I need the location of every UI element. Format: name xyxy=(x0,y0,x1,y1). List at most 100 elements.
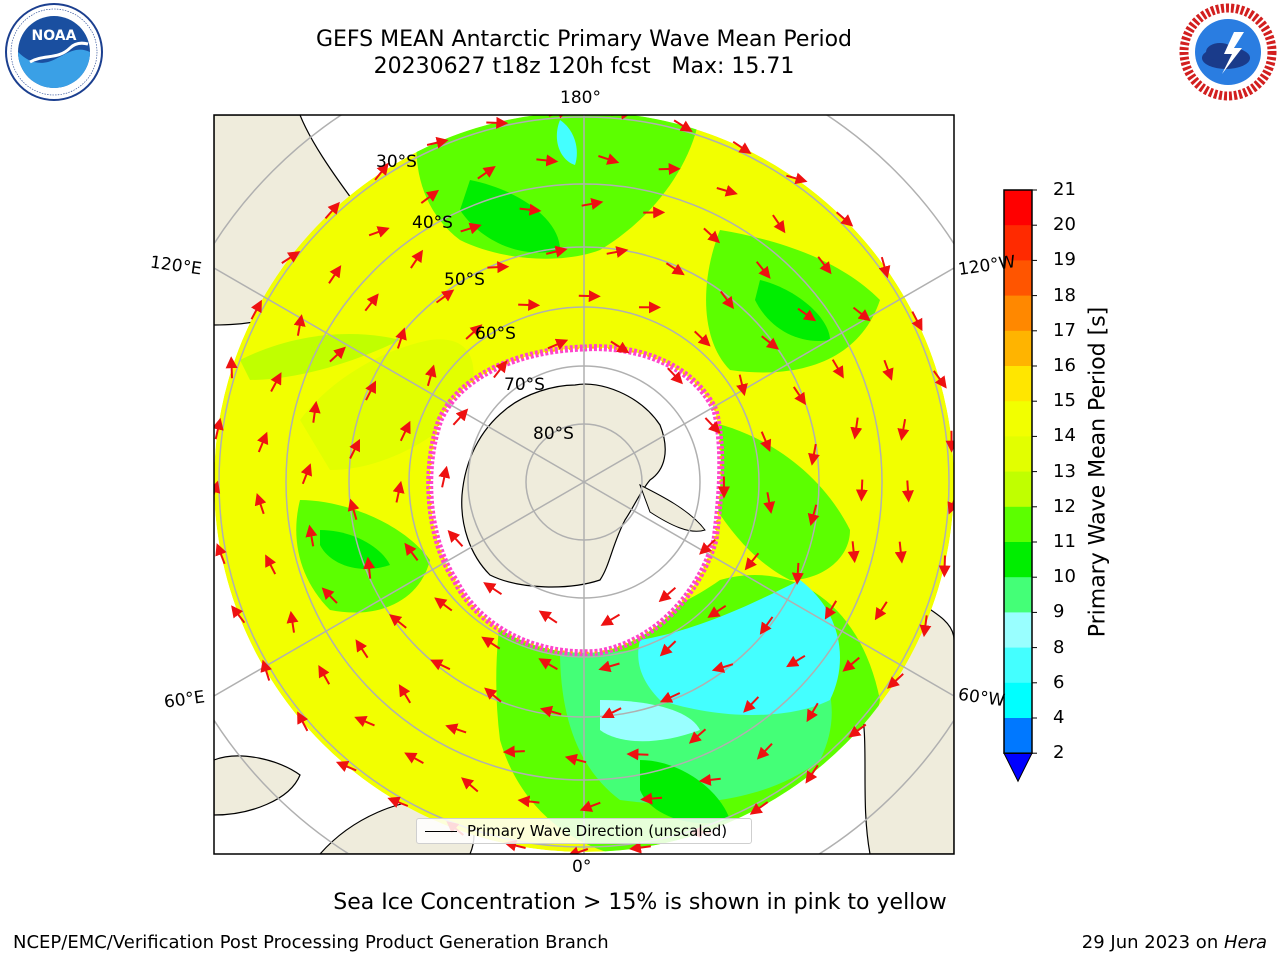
wave-direction-arrow xyxy=(626,748,649,761)
wave-direction-arrow xyxy=(347,498,360,520)
wave-direction-arrow xyxy=(410,249,424,269)
colorbar-segment-12-13 xyxy=(1004,471,1032,508)
colorbar-segment-9-10 xyxy=(1004,577,1032,613)
wave-direction-arrow xyxy=(659,691,681,703)
wave-direction-arrow xyxy=(484,687,502,703)
wave-direction-arrow xyxy=(404,542,419,562)
sea-ice-caption: Sea Ice Concentration > 15% is shown in … xyxy=(333,890,947,915)
wave-direction-arrow xyxy=(808,443,820,466)
colorbar-tick-17: 17 xyxy=(1053,319,1076,341)
wave-direction-arrow xyxy=(387,796,409,808)
wave-direction-arrow xyxy=(517,795,540,808)
wave-direction-arrow xyxy=(610,340,630,354)
lat-label-40s: 40°S xyxy=(412,213,453,233)
wave-direction-arrow xyxy=(894,541,907,564)
lat-label-30s: 30°S xyxy=(376,152,417,172)
chart-title: GEFS MEAN Antarctic Primary Wave Mean Pe… xyxy=(315,27,853,52)
footer-date: 29 Jun 2023 on Hera xyxy=(1082,932,1267,953)
wave-direction-arrow xyxy=(447,529,464,547)
wave-direction-arrow xyxy=(518,298,541,311)
wave-direction-arrow xyxy=(601,707,622,719)
wave-direction-arrow xyxy=(250,299,262,320)
wave-direction-arrow xyxy=(539,705,562,718)
wave-direction-arrow xyxy=(354,715,375,728)
colorbar-segment-2-4 xyxy=(1004,718,1032,754)
colorbar-tick-6: 6 xyxy=(1053,671,1065,693)
colorbar-segment-13-14 xyxy=(1004,436,1032,473)
wave-direction-arrow xyxy=(368,226,390,238)
wave-direction-arrow xyxy=(305,524,318,547)
wave-direction-arrow xyxy=(538,658,558,671)
wave-direction-arrow xyxy=(707,604,727,618)
wave-direction-arrow xyxy=(805,764,819,784)
wave-direction-arrow xyxy=(389,614,407,629)
wave-direction-arrow xyxy=(756,743,773,760)
wave-direction-arrow xyxy=(704,417,721,434)
wave-direction-arrow xyxy=(321,587,338,604)
wave-direction-arrow xyxy=(792,386,807,406)
wave-direction-arrow xyxy=(673,119,693,133)
wave-direction-arrow xyxy=(581,198,604,210)
wave-direction-arrow xyxy=(606,246,629,258)
national-weather-service-logo xyxy=(1179,3,1277,101)
wave-direction-arrow xyxy=(365,380,377,401)
wave-direction-arrow xyxy=(806,702,819,723)
wave-direction-arrow xyxy=(699,538,716,555)
wave-direction-arrow xyxy=(398,684,412,704)
noaa-logo-text: NOAA xyxy=(32,28,77,44)
noaa-logo: NOAA xyxy=(5,3,103,101)
lat-label-50s: 50°S xyxy=(444,270,485,290)
colorbar-segment-4-6 xyxy=(1004,682,1032,719)
footer-machine: Hera xyxy=(1223,932,1267,953)
wave-direction-arrow xyxy=(887,673,904,689)
wave-direction-arrow xyxy=(493,360,508,379)
wave-direction-arrow xyxy=(919,615,932,638)
wave-direction-arrow xyxy=(335,760,357,773)
wave-direction-arrow xyxy=(399,420,411,442)
wave-direction-arrow xyxy=(318,665,331,685)
colorbar-tick-4: 4 xyxy=(1053,707,1065,728)
colorbar-tick-9: 9 xyxy=(1053,601,1065,623)
wave-direction-arrow xyxy=(504,839,526,852)
wave-direction-arrow xyxy=(667,367,683,385)
wave-direction-arrow xyxy=(445,723,467,735)
lat-label-70s: 70°S xyxy=(504,375,545,395)
colorbar xyxy=(1003,189,1037,783)
wave-direction-arrow xyxy=(452,408,469,426)
wave-direction-arrow xyxy=(760,431,772,452)
wave-direction-arrow xyxy=(797,307,817,322)
colorbar-segment-10-11 xyxy=(1004,542,1032,578)
wave-direction-arrow xyxy=(328,265,342,284)
wave-direction-arrow xyxy=(486,116,509,129)
wave-direction-arrow xyxy=(755,261,771,279)
wave-direction-arrow xyxy=(564,753,587,766)
wave-direction-arrow xyxy=(842,656,860,672)
wave-direction-arrow xyxy=(487,261,510,274)
wave-direction-arrow xyxy=(817,256,832,275)
chart-subtitle: 20230627 t18z 120h fcst Max: 15.71 xyxy=(373,54,795,79)
colorbar-tick-19: 19 xyxy=(1053,249,1076,271)
colorbar-tick-15: 15 xyxy=(1053,390,1076,412)
wave-direction-arrow xyxy=(214,417,224,440)
wave-direction-arrow xyxy=(772,214,786,234)
wave-direction-arrow xyxy=(716,185,738,197)
wave-direction-arrow xyxy=(694,330,711,347)
wave-direction-arrow xyxy=(465,324,483,340)
wave-direction-arrow xyxy=(732,140,752,155)
wave-direction-arrow xyxy=(665,262,685,276)
colorbar-tick-11: 11 xyxy=(1053,531,1076,552)
colorbar-tick-12: 12 xyxy=(1053,495,1076,517)
wave-direction-arrow xyxy=(711,661,734,673)
wave-direction-arrow xyxy=(257,431,269,453)
footer-producer: NCEP/EMC/Verification Post Processing Pr… xyxy=(13,932,609,953)
colorbar-tick-10: 10 xyxy=(1053,566,1076,588)
wave-direction-arrow xyxy=(855,479,868,502)
colorbar-segment-18-19 xyxy=(1004,260,1032,297)
wave-direction-arrow xyxy=(761,335,780,350)
wave-direction-arrow xyxy=(901,480,914,503)
wave-direction-arrow xyxy=(598,153,620,165)
wave-direction-arrow xyxy=(308,400,321,423)
colorbar-tick-16: 16 xyxy=(1053,355,1076,376)
wave-direction-arrow xyxy=(297,711,309,732)
